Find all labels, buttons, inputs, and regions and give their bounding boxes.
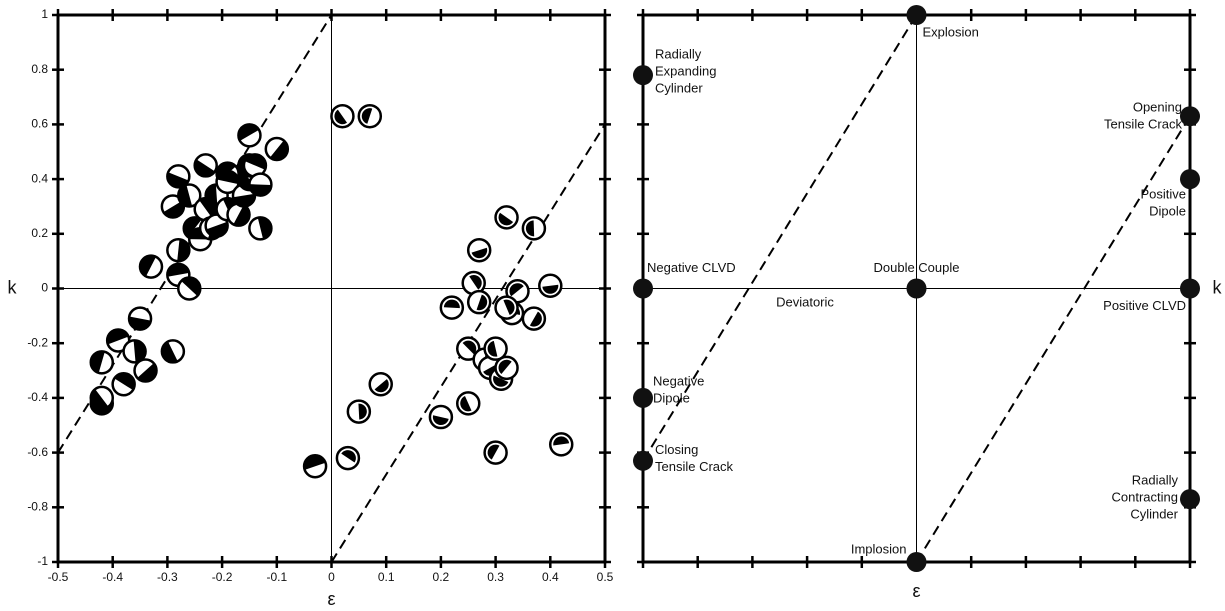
focal-mechanism: [430, 406, 452, 428]
point-label: Negative: [653, 373, 704, 388]
x-axis-label: ε: [912, 581, 920, 601]
source-point: [907, 552, 927, 572]
x-tick-label: 0.4: [542, 570, 559, 584]
y-tick-label: -0.6: [27, 445, 48, 459]
focal-mechanism: [195, 154, 217, 176]
point-label: Radially: [655, 47, 702, 62]
focal-mechanism: [135, 360, 157, 382]
point-label: Tensile Crack: [1104, 117, 1183, 132]
focal-mechanism: [496, 357, 518, 379]
focal-mechanism: [496, 206, 518, 228]
y-axis-label: k: [8, 277, 18, 297]
focal-mechanism: [523, 217, 545, 239]
focal-mechanism: [550, 433, 572, 455]
point-label: Implosion: [851, 541, 907, 556]
focal-mechanism: [238, 124, 260, 146]
focal-mechanism: [348, 401, 370, 423]
focal-mechanism: [129, 308, 151, 330]
y-tick-label: -0.8: [27, 499, 48, 513]
point-label: Contracting: [1112, 490, 1178, 505]
point-label: Opening: [1133, 100, 1182, 115]
focal-mechanism: [539, 275, 561, 297]
point-label: Dipole: [1149, 204, 1186, 219]
y-tick-label: 0.4: [31, 171, 48, 185]
point-label: Positive: [1140, 187, 1186, 202]
source-point: [907, 5, 927, 25]
point-label: Explosion: [923, 24, 979, 39]
focal-mechanism: [178, 278, 200, 300]
point-label: Dipole: [653, 390, 690, 405]
point-label: Closing: [655, 442, 698, 457]
point-label: Positive CLVD: [1103, 298, 1186, 313]
point-label: Negative CLVD: [647, 260, 736, 275]
x-axis-label: ε: [327, 589, 335, 609]
y-tick-label: 0.2: [31, 226, 48, 240]
point-label: Radially: [1132, 473, 1179, 488]
focal-mechanism: [113, 373, 135, 395]
point-label: Cylinder: [655, 81, 703, 96]
figure: -0.5 -0.4 -0.3 -0.2 -0.1 0 0.1 0.2 0.3 0.4 0.5 -1 -0…: [0, 0, 1225, 611]
x-tick-label: 0: [328, 570, 335, 584]
focal-mechanism: [304, 455, 326, 477]
x-tick-label: 0.1: [378, 570, 395, 584]
y-tick-label: 1: [41, 7, 48, 21]
focal-mechanism: [266, 138, 288, 160]
focal-mechanism: [162, 340, 184, 362]
focal-mechanism: [457, 392, 479, 414]
source-point: [1180, 106, 1200, 126]
focal-mechanism: [331, 105, 353, 127]
x-tick-label: -0.1: [266, 570, 287, 584]
x-tick-label: -0.4: [102, 570, 123, 584]
y-tick-label: -0.2: [27, 335, 48, 349]
focal-mechanism: [249, 217, 271, 239]
source-point: [633, 388, 653, 408]
source-point: [633, 451, 653, 471]
point-label: Double Couple: [873, 260, 959, 275]
source-point: [1180, 489, 1200, 509]
y-tick-label: -0.4: [27, 390, 48, 404]
x-tick-label: 0.3: [487, 570, 504, 584]
focal-mechanism: [140, 256, 162, 278]
x-tick-label: -0.2: [212, 570, 233, 584]
point-label: Tensile Crack: [655, 459, 734, 474]
source-point: [1180, 279, 1200, 299]
focal-mechanism: [523, 308, 545, 330]
focal-mechanism: [167, 239, 189, 261]
focal-mechanism: [91, 387, 113, 409]
focal-mechanism: [496, 297, 518, 319]
y-tick-label: 0: [41, 281, 48, 295]
focal-mechanism: [249, 174, 271, 196]
focal-mechanism: [91, 351, 113, 373]
point-label: Cylinder: [1130, 507, 1178, 522]
focal-mechanism: [359, 105, 381, 127]
focal-mechanism: [468, 291, 490, 313]
focal-mechanism: [370, 373, 392, 395]
source-point: [633, 65, 653, 85]
y-axis-label: k: [1213, 277, 1223, 297]
focal-mechanism: [441, 297, 463, 319]
x-tick-label: -0.3: [157, 570, 178, 584]
x-tick-label: 0.2: [433, 570, 450, 584]
x-tick-label: 0.5: [597, 570, 614, 584]
focal-mechanism: [468, 239, 490, 261]
x-tick-label: -0.5: [48, 570, 69, 584]
y-tick-label: -1: [37, 554, 48, 568]
point-label: Expanding: [655, 64, 716, 79]
annotation: Deviatoric: [776, 294, 834, 309]
focal-mechanism: [485, 442, 507, 464]
source-point: [633, 279, 653, 299]
y-tick-label: 0.6: [31, 117, 48, 131]
source-point: [907, 279, 927, 299]
y-tick-label: 0.8: [31, 62, 48, 76]
focal-mechanism: [337, 447, 359, 469]
